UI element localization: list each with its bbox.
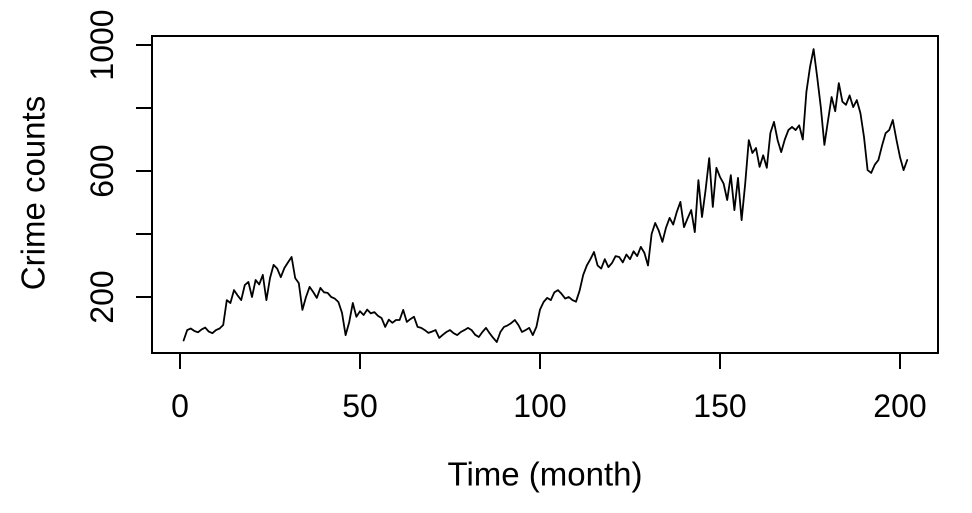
y-axis-title: Crime counts	[14, 95, 52, 291]
x-tick-label: 0	[171, 388, 189, 424]
x-tick-label: 200	[873, 388, 926, 424]
y-tick-label: 600	[84, 144, 120, 197]
x-tick-label: 50	[342, 388, 378, 424]
x-tick-label: 150	[693, 388, 746, 424]
y-tick-label: 1000	[84, 9, 120, 80]
crime-counts-series-line	[182, 48, 909, 343]
x-axis-title: Time (month)	[447, 455, 643, 493]
x-tick-label: 100	[513, 388, 566, 424]
plot-border	[151, 35, 939, 354]
y-tick-label: 200	[84, 270, 120, 323]
